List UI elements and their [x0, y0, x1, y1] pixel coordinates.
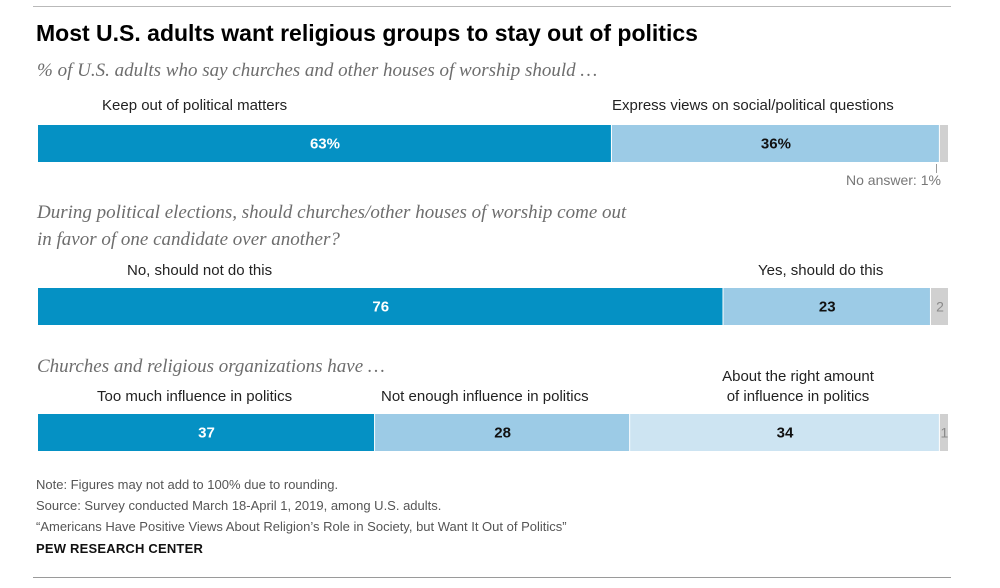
question-2-subtitle-line1: During political elections, should churc…	[37, 202, 627, 223]
chart-2-bar-segment-2	[723, 288, 930, 325]
chart-3-category-not-enough: Not enough influence in politics	[381, 388, 589, 405]
chart-3-bar-segment-2	[375, 414, 630, 451]
chart-3-category-about-right-line1: About the right amount	[722, 368, 874, 385]
top-rule	[33, 6, 951, 7]
chart-1-bar-segment-3	[939, 125, 948, 162]
question-1-subtitle: % of U.S. adults who say churches and ot…	[37, 60, 598, 81]
organization-name: PEW RESEARCH CENTER	[36, 541, 204, 556]
chart-3-category-about-right-line2: of influence in politics	[726, 388, 870, 405]
chart-1-value-label-1: 63%	[310, 136, 340, 153]
question-2-subtitle-line2: in favor of one candidate over another?	[37, 229, 340, 250]
chart-2-category-no: No, should not do this	[127, 262, 273, 279]
chart-2-bar-segment-3	[930, 288, 948, 325]
chart-3-bar-segment-3	[630, 414, 939, 451]
chart-3-category-about-right: About the right amount of influence in p…	[708, 367, 888, 407]
bottom-rule	[33, 577, 951, 578]
chart-2-value-label-3: 2	[936, 299, 944, 315]
chart-title: Most U.S. adults want religious groups t…	[36, 20, 698, 46]
chart-3-value-label-3: 34	[777, 425, 794, 442]
chart-3-value-label-4: 1	[941, 425, 949, 441]
chart-3-value-label-2: 28	[494, 425, 511, 442]
chart-1-category-express-views: Express views on social/political questi…	[612, 97, 894, 114]
notes: Note: Figures may not add to 100% due to…	[36, 474, 567, 537]
chart-2-value-label-2: 23	[819, 299, 836, 316]
chart-2-category-yes: Yes, should do this	[758, 262, 884, 279]
report-title-text: “Americans Have Positive Views About Rel…	[36, 519, 567, 534]
chart-3-category-too-much: Too much influence in politics	[97, 388, 293, 405]
chart-2-value-label-1: 76	[372, 299, 389, 316]
chart-2-bar-segment-1	[38, 288, 723, 325]
question-3-subtitle: Churches and religious organizations hav…	[37, 356, 385, 377]
chart-1-bar-segment-2	[611, 125, 939, 162]
note-text: Note: Figures may not add to 100% due to…	[36, 477, 339, 492]
chart-3-bar-segment-4	[939, 414, 948, 451]
chart-1-value-label-2: 36%	[761, 136, 791, 153]
chart-1-category-keep-out: Keep out of political matters	[102, 97, 288, 114]
chart-3-bar-segment-1	[38, 414, 375, 451]
chart-1-no-answer-label: No answer: 1%	[846, 172, 941, 188]
source-text: Source: Survey conducted March 18-April …	[36, 498, 442, 513]
chart-3-value-label-1: 37	[198, 425, 215, 442]
chart-1-bar-segment-1	[38, 125, 611, 162]
chart-1-no-answer-tick	[936, 164, 937, 173]
